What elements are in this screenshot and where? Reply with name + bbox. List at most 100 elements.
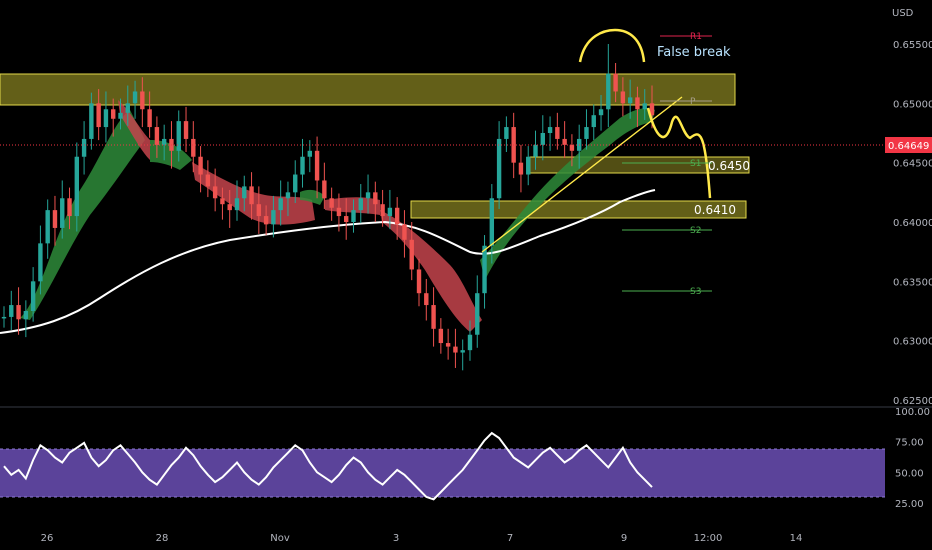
candle-body: [387, 207, 393, 217]
candle-body: [584, 127, 589, 139]
candle-body: [89, 103, 94, 139]
candle-body: [445, 343, 451, 347]
candle-body: [475, 293, 480, 335]
time-tick-label: 3: [393, 533, 399, 544]
candle-body: [496, 138, 502, 199]
candle-body: [380, 204, 385, 217]
time-tick-label: 28: [156, 533, 169, 544]
candlesticks: [1, 44, 655, 371]
candle-body: [198, 156, 203, 175]
candle-body: [431, 305, 436, 329]
candle-body: [416, 269, 422, 294]
candle-body: [620, 91, 626, 104]
candle-body: [373, 192, 378, 205]
rsi-tick-label: 100.00: [895, 407, 930, 418]
zone-label-0-6450: 0.6450: [708, 159, 750, 173]
rsi-tick-label: 50.00: [895, 468, 924, 479]
candle-body: [220, 198, 225, 205]
candle-body: [249, 186, 254, 205]
pivot-s2-label: S2: [690, 226, 701, 236]
candle-body: [132, 91, 138, 104]
price-tick-label: 0.63000: [893, 337, 932, 348]
last-price-badge: [885, 137, 932, 153]
price-axis[interactable]: 0.65500 0.65000 0.64500 0.64000 0.63500 0.630…: [893, 40, 932, 407]
candle-body: [329, 198, 334, 208]
price-tick-label: 0.64000: [893, 218, 932, 229]
candle-body: [467, 334, 473, 351]
candle-body: [635, 97, 640, 110]
candle-body: [285, 192, 291, 199]
candle-body: [533, 144, 538, 157]
candle-body: [300, 156, 305, 175]
candle-body: [555, 127, 560, 139]
candle-body: [111, 109, 116, 119]
candle-body: [453, 346, 458, 353]
candle-body: [606, 73, 611, 110]
candle-body: [183, 121, 189, 139]
candle-body: [256, 204, 262, 217]
trendline: [481, 96, 683, 253]
time-axis[interactable]: 26 28 Nov 3 7 9 12:00 14: [41, 533, 803, 544]
pivot-s1-label: S1: [690, 159, 701, 169]
candle-body: [191, 138, 196, 157]
candle-body: [598, 109, 604, 116]
candle-body: [307, 150, 312, 157]
candle-body: [125, 103, 130, 113]
candle-body: [23, 311, 29, 320]
candle-body: [234, 198, 240, 211]
candle-body: [336, 207, 342, 217]
candle-body: [242, 186, 247, 199]
candle-body: [103, 109, 109, 128]
candle-body: [227, 204, 232, 211]
candle-body: [351, 210, 356, 222]
candle-body: [1, 316, 7, 319]
candle-body: [526, 156, 531, 175]
candle-body: [30, 281, 36, 311]
candle-body: [205, 174, 211, 187]
rsi-tick-label: 75.00: [895, 438, 924, 449]
candle-body: [161, 138, 167, 145]
rsi-tick-label: 25.00: [895, 499, 924, 510]
currency-label: USD: [892, 8, 914, 19]
candle-body: [212, 186, 218, 199]
price-tick-label: 0.65500: [893, 40, 932, 51]
candle-body: [569, 144, 575, 151]
candle-body: [278, 198, 283, 211]
candle-body: [540, 133, 545, 145]
resistance-zone: [0, 73, 736, 106]
projected-path: [646, 107, 712, 199]
candle-body: [438, 328, 444, 344]
ema-ribbon-green-1: [20, 110, 145, 320]
candle-body: [16, 305, 21, 320]
time-tick-label: 9: [621, 533, 627, 544]
false-break-annotation: False break: [657, 45, 731, 60]
candle-body: [96, 103, 101, 128]
time-tick-label: 14: [790, 533, 803, 544]
candle-body: [154, 127, 160, 145]
time-tick-label: 7: [507, 533, 513, 544]
candle-body: [613, 73, 618, 92]
candle-body: [344, 216, 349, 222]
candle-body: [518, 162, 524, 175]
candle-body: [263, 216, 269, 225]
candle-body: [394, 207, 400, 225]
candle-body: [409, 239, 414, 270]
pivot-r1-label: R1: [690, 32, 702, 42]
rsi-line: [3, 431, 653, 501]
ema-ribbon-green-3: [300, 189, 325, 205]
candle-body: [140, 91, 145, 110]
moving-average-line: [0, 189, 656, 334]
false-break-arc: [578, 28, 646, 63]
pivot-s3-label: S3: [690, 287, 701, 297]
zone-label-0-6410: 0.6410: [694, 203, 736, 217]
candle-body: [460, 350, 465, 353]
rsi-axis[interactable]: 100.00 75.00 50.00 25.00: [895, 407, 930, 510]
candle-body: [365, 192, 371, 199]
candle-body: [627, 97, 633, 104]
candle-body: [52, 210, 58, 228]
price-tick-label: 0.64500: [893, 159, 932, 170]
support-zone-0-6410: [410, 200, 747, 219]
time-tick-label: 26: [41, 533, 54, 544]
last-price-label: 0.64649: [888, 141, 929, 152]
